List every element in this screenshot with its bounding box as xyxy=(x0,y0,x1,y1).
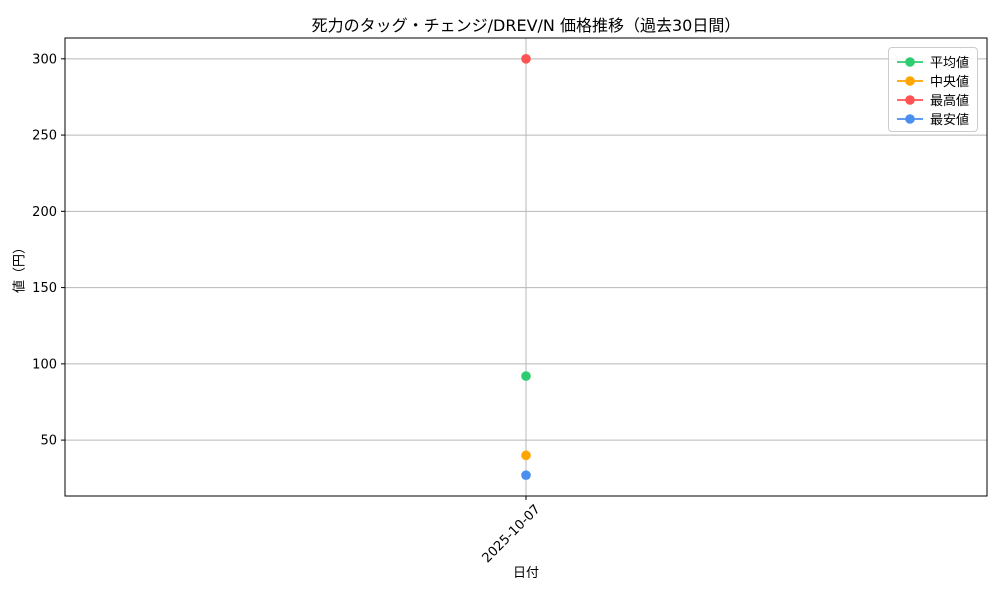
x-axis-label: 日付 xyxy=(512,566,539,581)
legend: 平均値中央値最高値最安値 xyxy=(888,47,978,132)
legend-item-label: 中央値 xyxy=(930,75,970,90)
legend-item-median: 中央値 xyxy=(895,71,971,90)
legend-marker-icon xyxy=(897,56,923,67)
y-tick-label: 250 xyxy=(32,129,57,144)
legend-item-label: 最安値 xyxy=(930,113,970,128)
chart-title: 死力のタッグ・チェンジ/DREV/N 価格推移（過去30日間） xyxy=(311,16,741,35)
legend-item-min: 最安値 xyxy=(895,109,971,128)
legend-item-max: 最高値 xyxy=(895,90,971,109)
marker-mean xyxy=(521,371,531,381)
y-tick-label: 100 xyxy=(32,357,57,372)
y-tick-label: 200 xyxy=(32,205,57,220)
legend-marker-icon xyxy=(897,94,923,105)
legend-marker-icon xyxy=(897,113,923,124)
marker-max xyxy=(521,54,531,64)
legend-item-mean: 平均値 xyxy=(895,52,971,71)
marker-median xyxy=(521,450,531,461)
y-tick-label: 150 xyxy=(32,281,57,296)
legend-item-label: 最高値 xyxy=(930,94,970,109)
y-axis-label: 値（円） xyxy=(12,240,28,294)
legend-marker-icon xyxy=(897,75,923,86)
y-tick-label: 50 xyxy=(40,434,57,449)
y-tick-label: 300 xyxy=(32,52,57,67)
marker-min xyxy=(521,470,531,480)
legend-item-label: 平均値 xyxy=(930,56,970,71)
